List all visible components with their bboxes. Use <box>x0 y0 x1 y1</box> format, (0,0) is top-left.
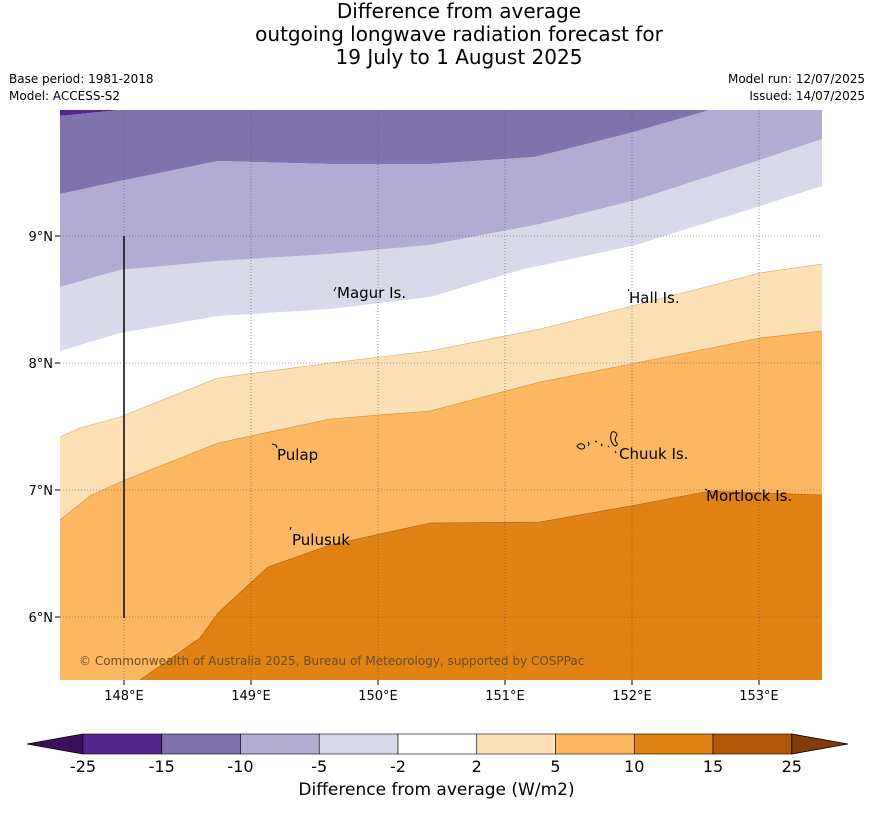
place-pulap: Pulap <box>277 446 318 464</box>
fill-10-15 <box>140 491 822 680</box>
place-hall: Hall Is. <box>629 289 680 307</box>
magur-island-icon <box>333 286 337 292</box>
place-pulusuk: Pulusuk <box>292 531 350 549</box>
chuuk-island-icon <box>576 443 586 450</box>
contour-lines <box>60 263 822 680</box>
contour-fills: Magur Is. Hall Is. Pulap Chuuk Is. Pulus… <box>60 110 822 680</box>
axis-ticks <box>55 235 760 685</box>
pulap-island-icon <box>271 443 278 449</box>
colorbar-tick-label: -2 <box>390 757 406 776</box>
colorbar-segment <box>82 733 163 755</box>
colorbar: -25 -15 -10 -5 -2 2 5 10 15 25 <box>26 733 849 776</box>
place-labels: Magur Is. Hall Is. Pulap Chuuk Is. Pulus… <box>277 284 792 549</box>
colorbar-tick-label: 10 <box>624 757 644 776</box>
colorbar-segment <box>555 733 635 755</box>
colorbar-segment <box>318 733 399 755</box>
colorbar-segment <box>633 733 714 755</box>
fill-minus15-minus10 <box>60 110 710 194</box>
fill-minus10-minus5 <box>60 110 822 287</box>
title-line-1: Difference from average <box>336 0 582 23</box>
lat-label: 8°N <box>29 357 54 372</box>
colorbar-tick-label: 25 <box>782 757 802 776</box>
colorbar-segment <box>712 733 793 755</box>
title-line-2: outgoing longwave radiation forecast for <box>255 22 663 46</box>
colorbar-tick-label: 2 <box>472 757 482 776</box>
colorbar-under-arrow <box>26 733 84 755</box>
model-info: Base period: 1981-2018 Model: ACCESS-S2 <box>9 71 154 105</box>
longitude-labels: 148°E 149°E 150°E 151°E 152°E 153°E <box>104 689 779 704</box>
colorbar-tick-label: -15 <box>149 757 175 776</box>
chart-title: Difference from average outgoing longwav… <box>0 0 873 69</box>
lon-label: 153°E <box>739 689 779 704</box>
lon-label: 149°E <box>231 689 271 704</box>
colorbar-tick-label: -10 <box>227 757 253 776</box>
lat-label: 9°N <box>29 230 54 245</box>
colorbar-over-arrow <box>791 733 849 755</box>
copyright-notice: © Commonwealth of Australia 2025, Bureau… <box>79 654 584 668</box>
title-line-3: 19 July to 1 August 2025 <box>335 45 583 69</box>
run-info: Model run: 12/07/2025 Issued: 14/07/2025 <box>728 71 865 105</box>
issued-date: Issued: 14/07/2025 <box>749 89 865 103</box>
base-period: Base period: 1981-2018 <box>9 72 154 86</box>
mortlock-island-icon <box>704 488 708 491</box>
island-outlines <box>271 286 708 531</box>
latitude-labels: 9°N 8°N 7°N 6°N <box>29 230 54 626</box>
colorbar-title: Difference from average (W/m2) <box>298 780 575 800</box>
place-mortlock: Mortlock Is. <box>706 487 792 505</box>
colorbar-tick-label: 15 <box>703 757 723 776</box>
lon-label: 152°E <box>612 689 652 704</box>
colorbar-segment <box>397 733 478 755</box>
colorbar-segment <box>476 733 556 755</box>
lat-label: 7°N <box>29 484 54 499</box>
lon-label: 150°E <box>358 689 398 704</box>
colorbar-tick-label: -25 <box>70 757 96 776</box>
lat-label: 6°N <box>29 611 54 626</box>
hall-island-icon <box>627 288 630 292</box>
model-run: Model run: 12/07/2025 <box>727 72 865 86</box>
lon-label: 148°E <box>104 689 144 704</box>
colorbar-segment <box>240 733 320 755</box>
fill-minus5-minus2 <box>60 139 822 351</box>
model-name: Model: ACCESS-S2 <box>9 89 121 103</box>
place-chuuk: Chuuk Is. <box>619 445 688 463</box>
pulusuk-island-icon <box>289 526 292 531</box>
colorbar-tick-label: -5 <box>311 757 327 776</box>
place-magur: Magur Is. <box>337 284 406 302</box>
colorbar-segment <box>161 733 241 755</box>
colorbar-tick-label: 5 <box>550 757 560 776</box>
lon-label: 151°E <box>485 689 525 704</box>
